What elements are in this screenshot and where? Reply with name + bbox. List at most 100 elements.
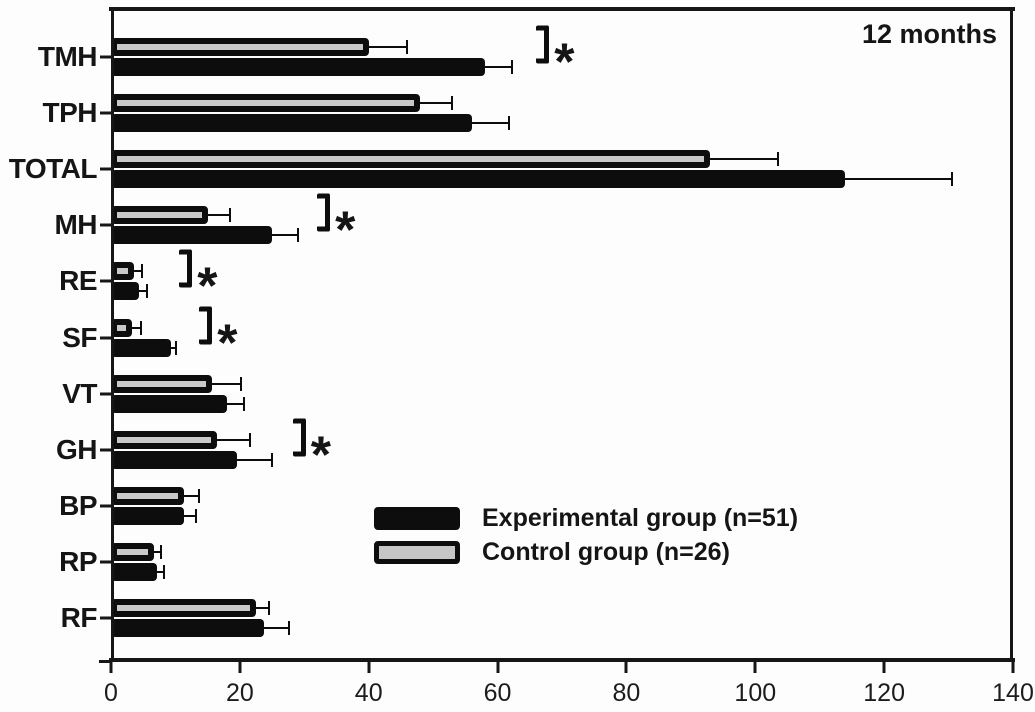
category-row-tmh: TMH * (38, 25, 1013, 89)
control-bar-vt (111, 374, 213, 393)
asterisk: * (554, 33, 575, 92)
plot-frame-top (109, 7, 1015, 11)
significance-bracket (199, 306, 213, 345)
control-bar-rp (111, 542, 155, 561)
legend-item-experimental: Experimental group (n=51) (374, 504, 798, 533)
control-swatch (374, 541, 460, 564)
control-bar-re (111, 262, 134, 281)
bar-slot (111, 430, 1013, 449)
error-bar (272, 228, 299, 243)
error-bar (184, 488, 201, 503)
asterisk: * (217, 314, 238, 373)
category-label-re: RE (59, 265, 97, 297)
category-row-vt: VT (62, 366, 1013, 422)
bar-slot (111, 206, 1013, 225)
category-label-mh: MH (54, 209, 97, 241)
error-bar (420, 96, 454, 111)
x-axis-tick (882, 662, 886, 673)
experimental-bar-gh (111, 450, 238, 469)
experimental-bar-rp (111, 562, 158, 581)
bar-slot (111, 542, 1013, 561)
bar-slot (111, 94, 1013, 113)
error-bar-cap (950, 172, 953, 187)
error-bar-cap (163, 564, 166, 579)
error-bar (255, 600, 271, 615)
x-axis-tick (238, 662, 242, 673)
y-axis-tick (100, 336, 112, 340)
experimental-bar-bp (111, 506, 185, 525)
error-bar-cap (146, 284, 149, 299)
significance-bracket (292, 418, 306, 457)
y-axis-tick (100, 55, 112, 59)
experimental-bar-tph (111, 114, 472, 133)
category-row-total: TOTAL (9, 141, 1013, 197)
control-bar-sf (111, 318, 133, 337)
error-bar-cap (451, 96, 454, 111)
category-row-tph: TPH (43, 85, 1013, 141)
category-label-sf: SF (62, 321, 97, 353)
significance-marker-gh: * (292, 418, 331, 485)
error-bar (139, 284, 149, 299)
bar-slot (111, 618, 1013, 637)
y-axis-tick (100, 167, 112, 171)
experimental-swatch (374, 507, 460, 530)
error-bar-cap (248, 432, 251, 447)
x-axis-tick (367, 662, 371, 673)
y-axis-tick (100, 392, 112, 396)
bar-slot (111, 598, 1013, 617)
bar-slot (111, 486, 1013, 505)
significance-marker-mh: * (317, 193, 356, 260)
bar-slot (111, 394, 1013, 413)
error-bar (212, 376, 243, 391)
error-bar (184, 508, 198, 523)
x-axis-tick (1011, 662, 1015, 673)
asterisk: * (310, 426, 331, 485)
y-axis-tick (100, 279, 112, 283)
control-bar-rf (111, 598, 256, 617)
bar-slot (111, 150, 1013, 169)
experimental-bar-tmh (111, 58, 485, 77)
error-bar (237, 452, 274, 467)
y-axis-tick (100, 560, 112, 564)
error-bar (157, 564, 166, 579)
bar-slot (111, 338, 1013, 357)
bar-slot (111, 170, 1013, 189)
category-label-bp: BP (59, 489, 97, 521)
experimental-bar-sf (111, 338, 171, 357)
error-bar (484, 60, 514, 75)
category-label-vt: VT (62, 377, 97, 409)
error-bar-cap (406, 40, 409, 55)
error-bar (226, 396, 246, 411)
significance-bracket (317, 193, 331, 232)
legend: Experimental group (n=51) Control group … (374, 504, 798, 567)
x-axis-line (109, 658, 1015, 662)
bar-rows: TMH * TPH TOTAL MH * RE * SF * VT GH * BP RP RF (9, 7, 1013, 662)
error-bar (132, 320, 143, 335)
category-row-gh: GH * (56, 418, 1013, 481)
bar-slot (111, 282, 1013, 301)
error-bar-cap (776, 152, 779, 167)
control-bar-tmh (111, 38, 369, 57)
y-axis-line (111, 7, 114, 662)
asterisk: * (197, 257, 218, 316)
significance-bracket (536, 25, 550, 64)
error-bar-cap (198, 488, 201, 503)
legend-item-control: Control group (n=26) (374, 538, 798, 567)
error-bar-cap (140, 264, 143, 279)
x-axis-tick-label: 80 (612, 679, 641, 707)
bar-slot (111, 450, 1013, 469)
error-bar (170, 340, 178, 355)
x-axis-tick-label: 140 (992, 679, 1034, 707)
error-bar (471, 116, 511, 131)
error-bar-cap (288, 620, 291, 635)
asterisk: * (335, 201, 356, 260)
significance-marker-re: * (179, 249, 218, 316)
control-bar-bp (111, 486, 185, 505)
x-axis-tick (496, 662, 500, 673)
bar-slot (111, 506, 1013, 525)
legend-label-control: Control group (n=26) (482, 538, 730, 566)
category-label-total: TOTAL (8, 153, 98, 185)
error-bar-cap (195, 508, 198, 523)
x-axis-tick (624, 662, 628, 673)
